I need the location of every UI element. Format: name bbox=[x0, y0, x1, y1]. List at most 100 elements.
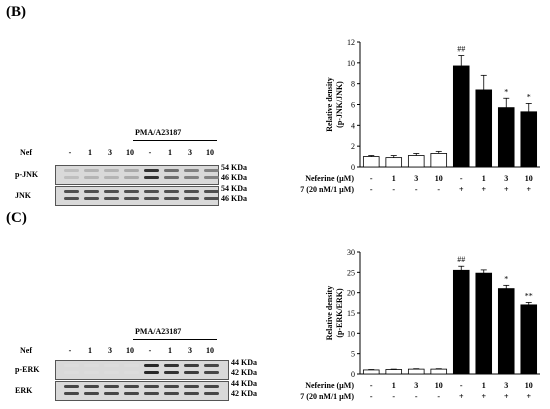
molecular-weight-label: 54 KDa bbox=[221, 163, 247, 172]
condition-value: 1 bbox=[392, 174, 396, 183]
treatment-label: PMA/A23187 bbox=[135, 128, 182, 137]
blot-band bbox=[104, 392, 119, 395]
lane-label: 3 bbox=[188, 346, 192, 355]
bar bbox=[520, 304, 538, 375]
significance-mark: ## bbox=[457, 45, 465, 54]
blot-band bbox=[204, 176, 219, 179]
bar bbox=[362, 156, 380, 168]
blot-band bbox=[84, 169, 99, 172]
lane-label: 10 bbox=[206, 148, 214, 157]
blot-band bbox=[104, 371, 119, 374]
blot-band bbox=[64, 364, 79, 367]
blot-band bbox=[184, 197, 199, 200]
bar-chart-erk: 0 5 10 15 20 25 30 Relative density (p-ERK/ERK) #… bbox=[300, 248, 540, 401]
condition-value: - bbox=[392, 392, 395, 401]
y-tick-label: 6 bbox=[351, 101, 355, 110]
blot-band bbox=[164, 371, 179, 374]
blot-band bbox=[204, 371, 219, 374]
y-tick-label: 5 bbox=[351, 350, 355, 359]
blot-band bbox=[164, 364, 179, 367]
significance-mark: * bbox=[527, 92, 531, 101]
blot-image bbox=[55, 360, 229, 380]
y-tick-label: 25 bbox=[347, 268, 355, 277]
blot-band bbox=[104, 190, 119, 193]
blot-band bbox=[124, 385, 139, 388]
y-tick-label: 2 bbox=[351, 142, 355, 151]
blot-band bbox=[64, 197, 79, 200]
blot-band bbox=[84, 176, 99, 179]
condition-value: 3 bbox=[504, 174, 508, 183]
bar bbox=[385, 157, 403, 168]
y-axis-label-line: Relative density bbox=[325, 77, 334, 131]
lane-label: 10 bbox=[206, 346, 214, 355]
blot-band bbox=[144, 190, 159, 193]
condition-value: - bbox=[415, 392, 418, 401]
condition-value: 3 bbox=[504, 381, 508, 390]
blot-band bbox=[164, 392, 179, 395]
blot-band bbox=[84, 392, 99, 395]
blot-row-label: p-JNK bbox=[15, 170, 39, 179]
condition-value: 1 bbox=[482, 381, 486, 390]
blot-band bbox=[184, 169, 199, 172]
molecular-weight-label: 54 KDa bbox=[221, 184, 247, 193]
blot-band bbox=[124, 176, 139, 179]
treatment-underline bbox=[133, 339, 217, 340]
condition-value: + bbox=[526, 185, 531, 194]
condition-value: + bbox=[481, 185, 486, 194]
lane-label: 1 bbox=[168, 148, 172, 157]
lane-label: - bbox=[68, 148, 72, 157]
lane-label: 3 bbox=[108, 346, 112, 355]
blot-band bbox=[84, 197, 99, 200]
significance-mark: ## bbox=[457, 255, 465, 264]
condition-value: + bbox=[459, 392, 464, 401]
bar bbox=[452, 65, 470, 168]
condition-value: - bbox=[415, 185, 418, 194]
molecular-weight-label: 44 KDa bbox=[231, 379, 257, 388]
significance-mark: * bbox=[504, 274, 508, 283]
blot-band bbox=[124, 197, 139, 200]
condition-value: 10 bbox=[435, 174, 443, 183]
condition-row-label: PMA/A23187 (20 nM/1 µM) bbox=[300, 185, 354, 194]
lane-label: 3 bbox=[188, 148, 192, 157]
condition-value: + bbox=[459, 185, 464, 194]
y-tick-label: 4 bbox=[351, 121, 355, 130]
condition-value: 10 bbox=[525, 174, 533, 183]
lane-label: - bbox=[68, 346, 72, 355]
bar bbox=[520, 111, 538, 168]
condition-value: 1 bbox=[392, 381, 396, 390]
molecular-weight-label: 44 KDa bbox=[231, 358, 257, 367]
molecular-weight-label: 42 KDa bbox=[231, 368, 257, 377]
blot-band bbox=[184, 364, 199, 367]
bar bbox=[407, 155, 425, 168]
condition-value: - bbox=[437, 185, 440, 194]
condition-value: - bbox=[370, 392, 373, 401]
bar bbox=[362, 369, 380, 375]
blot-band bbox=[204, 392, 219, 395]
blot-band bbox=[184, 385, 199, 388]
blot-band bbox=[144, 176, 159, 179]
blot-band bbox=[124, 392, 139, 395]
blot-band bbox=[64, 371, 79, 374]
bar bbox=[497, 107, 515, 168]
blot-image bbox=[55, 381, 229, 401]
blot-band bbox=[64, 169, 79, 172]
blot-band bbox=[204, 197, 219, 200]
blot-band bbox=[164, 176, 179, 179]
blot-band bbox=[164, 190, 179, 193]
y-axis-label-line: (p-ERK/ERK) bbox=[335, 288, 344, 338]
blot-band bbox=[204, 364, 219, 367]
y-tick-label: 0 bbox=[351, 163, 355, 172]
bar bbox=[452, 269, 470, 375]
y-tick-label: 30 bbox=[347, 248, 355, 257]
treatment-label: PMA/A23187 bbox=[135, 327, 182, 336]
bar bbox=[475, 272, 493, 375]
blot-band bbox=[84, 364, 99, 367]
condition-value: - bbox=[370, 185, 373, 194]
blot-band bbox=[164, 169, 179, 172]
blot-band bbox=[64, 190, 79, 193]
condition-row-label: Neferine (µM) bbox=[305, 381, 354, 390]
condition-row-label: PMA/A23187 (20 nM/1 µM) bbox=[300, 392, 354, 401]
condition-value: 1 bbox=[482, 174, 486, 183]
blot-image bbox=[55, 186, 219, 206]
condition-value: + bbox=[526, 392, 531, 401]
